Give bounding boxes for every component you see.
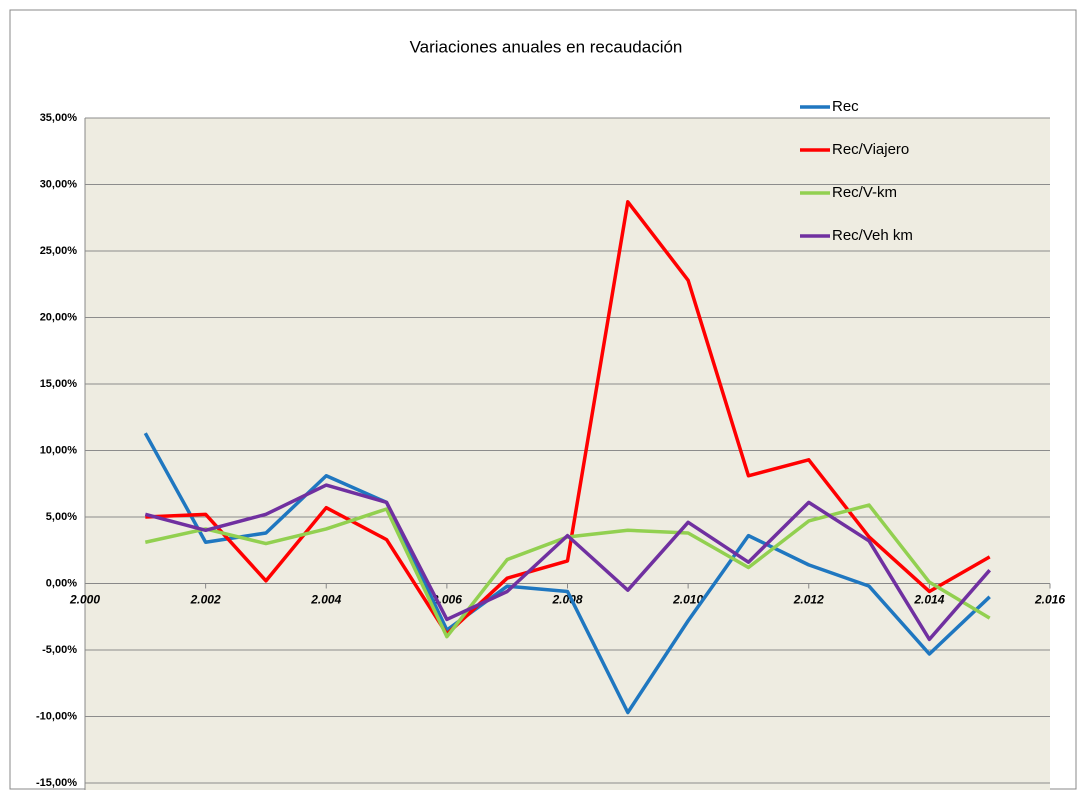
series-line	[144, 483, 992, 642]
plot-area	[85, 118, 1050, 790]
x-tick-label: 2.014	[913, 593, 944, 607]
x-tick-label: 2.002	[190, 593, 221, 607]
y-tick-label: 5,00%	[46, 511, 77, 523]
y-tick-label: -5,00%	[42, 644, 77, 656]
y-tick-label: 20,00%	[40, 311, 78, 323]
y-tick-label: 15,00%	[40, 378, 78, 390]
x-tick-label: 2.008	[551, 593, 582, 607]
series-line	[143, 432, 991, 715]
chart-title: Variaciones anuales en recaudación	[410, 37, 683, 56]
legend-label: Rec	[832, 98, 859, 115]
y-tick-label: 30,00%	[40, 178, 78, 190]
y-tick-label: 25,00%	[40, 245, 78, 257]
x-tick-label: 2.012	[793, 593, 824, 607]
x-tick-label: 2.010	[672, 593, 703, 607]
legend-label: Rec/Veh km	[832, 227, 913, 244]
y-tick-label: -10,00%	[36, 710, 77, 722]
y-tick-label: -15,00%	[36, 777, 77, 789]
legend-label: Rec/V-km	[832, 184, 897, 201]
x-tick-label: 2.016	[1034, 593, 1065, 607]
x-tick-label: 2.004	[310, 593, 341, 607]
y-tick-label: 35,00%	[40, 112, 78, 124]
y-tick-label: 0,00%	[46, 577, 77, 589]
x-tick-label: 2.000	[69, 593, 100, 607]
legend-label: Rec/Viajero	[832, 141, 909, 158]
y-tick-label: 10,00%	[40, 444, 78, 456]
